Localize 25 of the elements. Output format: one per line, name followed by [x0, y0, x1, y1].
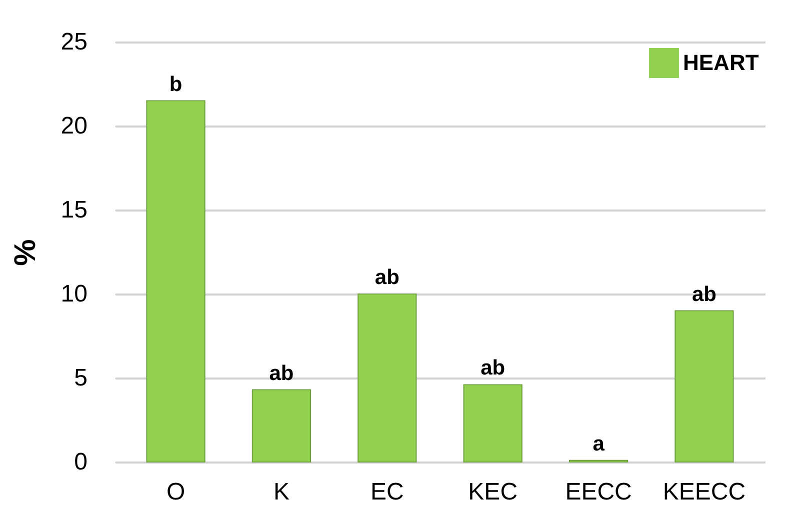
y-tick-label: 25: [60, 28, 88, 56]
y-tick-label: 15: [60, 196, 88, 224]
annotation: ab: [374, 266, 400, 289]
x-tick-label: K: [273, 478, 290, 506]
y-tick-label: 20: [60, 112, 88, 140]
annotation: ab: [692, 282, 716, 306]
annotation: ab: [269, 362, 294, 385]
x-tick-label: O: [166, 478, 186, 506]
bar: [252, 389, 312, 462]
legend-label: HEART: [683, 50, 760, 75]
annotation: b: [169, 72, 182, 96]
x-tick-label: EECC: [565, 478, 632, 506]
annotation: ab: [480, 356, 506, 380]
y-tick-label: 5: [74, 364, 88, 392]
annotation: a: [592, 432, 605, 456]
bar: [674, 310, 734, 462]
x-tick-label: EC: [370, 478, 404, 506]
y-tick-label: 10: [60, 280, 88, 308]
x-tick-label: KEC: [468, 478, 518, 506]
y-axis-title: %: [8, 239, 42, 266]
y-tick-label: 0: [74, 448, 88, 476]
x-tick-label: KEECC: [662, 478, 746, 506]
bar: [358, 294, 417, 462]
bar: [146, 100, 206, 462]
bar: [463, 384, 522, 462]
